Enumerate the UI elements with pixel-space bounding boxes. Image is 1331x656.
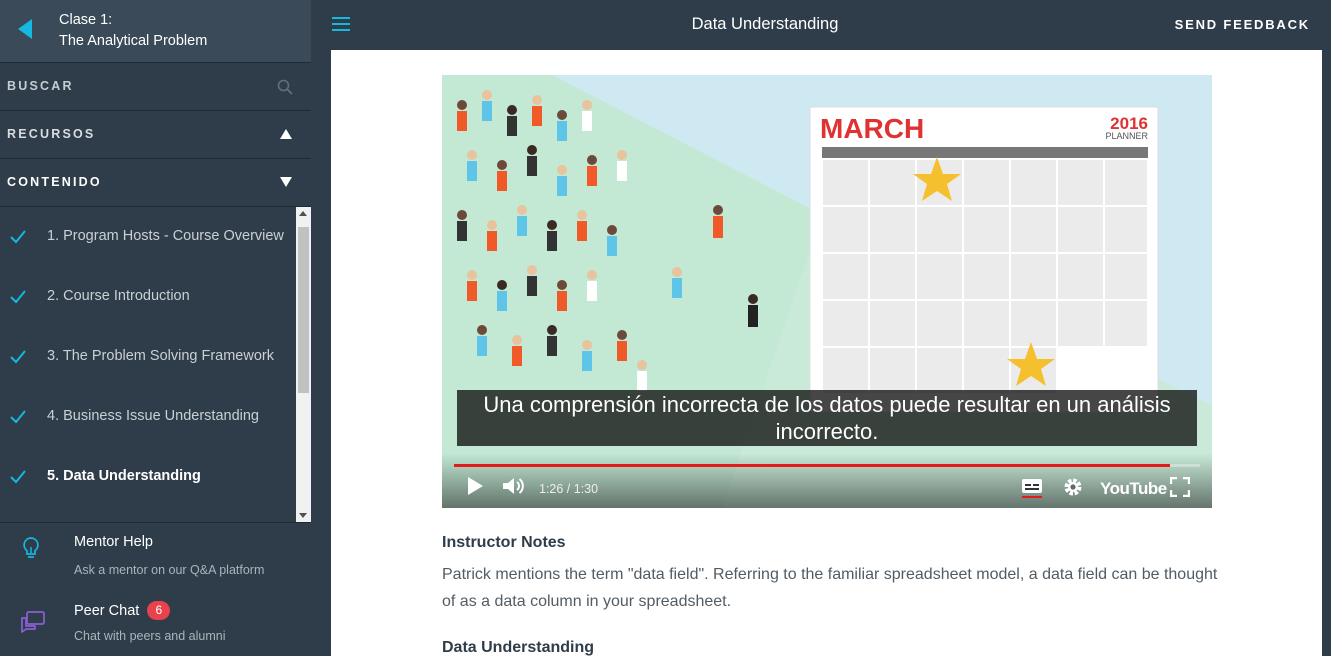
- content-item-label: 4. Business Issue Understanding: [47, 408, 259, 424]
- check-icon: [9, 289, 27, 310]
- mentor-help-subtitle: Ask a mentor on our Q&A platform: [74, 563, 265, 577]
- content-scrollbar[interactable]: [296, 207, 311, 522]
- content-item-label: 2. Course Introduction: [47, 288, 190, 304]
- send-feedback-button[interactable]: SEND FEEDBACK: [1174, 17, 1310, 32]
- video-player[interactable]: MARCH 2016 PLANNER: [442, 75, 1212, 508]
- video-captions: Una comprensión incorrecta de los datos …: [457, 390, 1197, 446]
- instructor-notes-heading: Instructor Notes: [442, 534, 566, 551]
- lesson-name: The Analytical Problem: [59, 33, 208, 49]
- video-progress-bar[interactable]: [454, 464, 1200, 467]
- sidebar-footer: Mentor Help Ask a mentor on our Q&A plat…: [0, 522, 311, 656]
- instructor-notes-text: Patrick mentions the term "data field". …: [442, 566, 1218, 610]
- content-label: CONTENIDO: [7, 175, 102, 189]
- fullscreen-icon[interactable]: [1169, 476, 1191, 502]
- content-row[interactable]: CONTENIDO: [0, 159, 311, 207]
- check-icon: [9, 229, 27, 250]
- check-icon: [9, 469, 27, 490]
- triangle-up-icon[interactable]: [279, 127, 293, 145]
- content-item-label: 3. The Problem Solving Framework: [47, 348, 274, 364]
- lesson-number: Clase 1:: [59, 12, 113, 28]
- scroll-up-icon[interactable]: [299, 211, 307, 216]
- peer-chat-link[interactable]: Peer Chat 6 Chat with peers and alumni: [0, 590, 311, 650]
- main-content: MARCH 2016 PLANNER: [331, 50, 1322, 656]
- subtitles-icon[interactable]: [1021, 478, 1043, 503]
- video-frame: MARCH 2016 PLANNER: [442, 75, 1212, 508]
- check-icon: [9, 409, 27, 430]
- calendar-month: MARCH: [820, 113, 924, 144]
- content-item-label: 1. Program Hosts - Course Overview: [47, 228, 284, 244]
- lightbulb-icon: [20, 535, 42, 566]
- back-arrow-icon[interactable]: [14, 17, 38, 41]
- top-bar: Data Understanding SEND FEEDBACK: [311, 0, 1331, 50]
- triangle-down-icon[interactable]: [279, 175, 293, 193]
- calendar-year: 2016: [1110, 114, 1148, 133]
- video-progress-fill: [454, 464, 1171, 467]
- resources-label: RECURSOS: [7, 127, 96, 141]
- content-item-3[interactable]: 3. The Problem Solving Framework: [0, 327, 296, 387]
- settings-gear-icon[interactable]: [1062, 476, 1084, 503]
- peer-chat-label: Peer Chat: [74, 603, 140, 619]
- mentor-help-link[interactable]: Mentor Help Ask a mentor on our Q&A plat…: [0, 523, 311, 583]
- page-title: Data Understanding: [691, 15, 839, 33]
- calendar-subtitle: PLANNER: [1105, 131, 1148, 141]
- video-time: 1:26 / 1:30: [539, 482, 599, 496]
- notification-badge: 6: [147, 601, 171, 620]
- lesson-title: Clase 1: The Analytical Problem: [59, 10, 207, 52]
- content-item-5[interactable]: 5. Data Understanding: [0, 447, 296, 507]
- scroll-down-icon[interactable]: [299, 513, 307, 518]
- content-item-2[interactable]: 2. Course Introduction: [0, 267, 296, 327]
- check-icon: [9, 349, 27, 370]
- content-item-4[interactable]: 4. Business Issue Understanding: [0, 387, 296, 447]
- content-item-1[interactable]: 1. Program Hosts - Course Overview: [0, 207, 296, 267]
- sidebar-header: Clase 1: The Analytical Problem: [0, 0, 311, 63]
- sidebar: Clase 1: The Analytical Problem BUSCAR R…: [0, 0, 311, 656]
- section-heading: Data Understanding: [442, 639, 595, 656]
- content-list: 1. Program Hosts - Course Overview 2. Co…: [0, 207, 296, 522]
- resources-row[interactable]: RECURSOS: [0, 111, 311, 159]
- hamburger-menu-icon[interactable]: [332, 17, 352, 33]
- play-icon[interactable]: [466, 476, 484, 501]
- video-controls: 1:26 / 1:30 YouTube: [442, 453, 1212, 508]
- chat-bubbles-icon: [20, 610, 46, 639]
- mentor-help-title: Mentor Help: [74, 534, 153, 550]
- content-item-label: 5. Data Understanding: [47, 468, 201, 484]
- search-icon[interactable]: [277, 79, 293, 100]
- peer-chat-subtitle: Chat with peers and alumni: [74, 629, 226, 643]
- scroll-thumb[interactable]: [298, 227, 309, 393]
- search-label: BUSCAR: [7, 79, 74, 93]
- peer-chat-title: Peer Chat 6: [74, 601, 171, 620]
- volume-icon[interactable]: [502, 476, 526, 501]
- youtube-logo[interactable]: YouTube: [1100, 479, 1167, 498]
- search-row[interactable]: BUSCAR: [0, 63, 311, 111]
